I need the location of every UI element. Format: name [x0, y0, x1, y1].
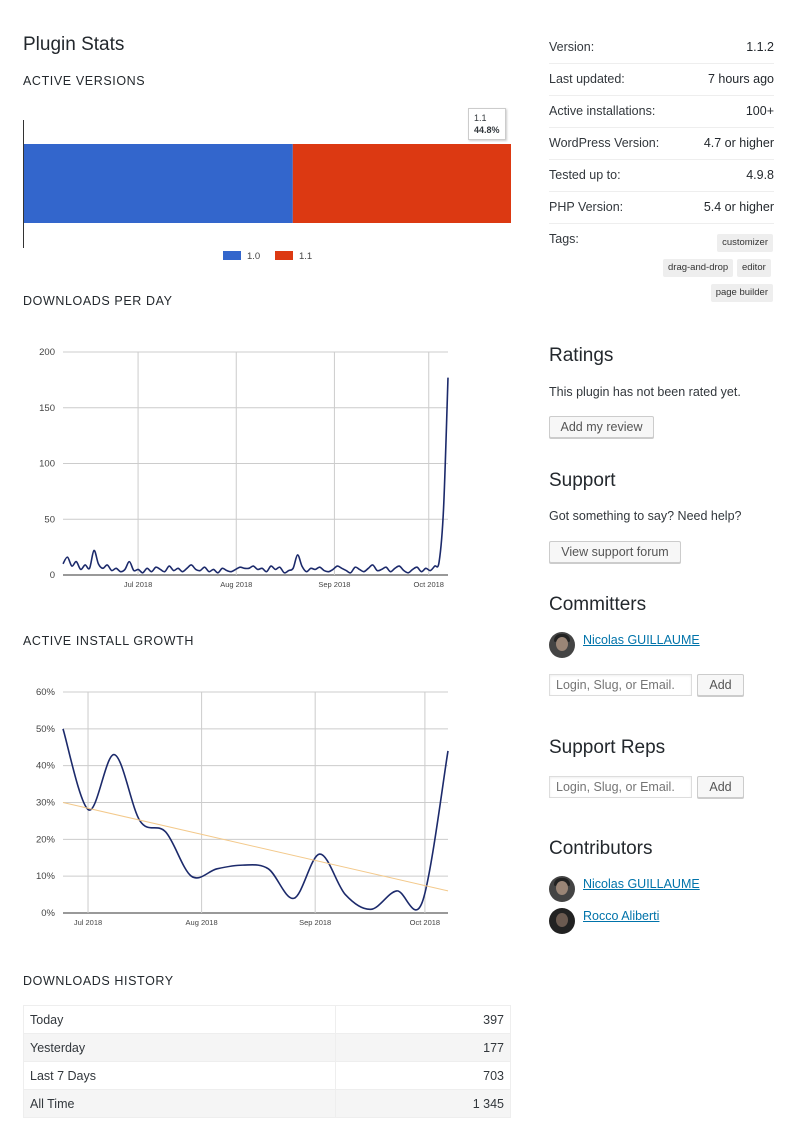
x-tick-label: Aug 2018	[186, 918, 218, 927]
table-row: Yesterday 177	[22, 1033, 511, 1062]
contributor-link[interactable]: Nicolas GUILLAUME	[583, 877, 700, 891]
y-tick-label: 0	[50, 570, 55, 581]
y-tick-label: 30%	[36, 798, 56, 809]
meta-label: Version:	[549, 40, 595, 54]
active-versions-heading: ACTIVE VERSIONS	[23, 74, 146, 88]
downloads-per-day-chart: 0 50 100 150 200 Jul 2018 Aug 2018 Sep 2018 Oct …	[39, 347, 449, 589]
y-tick-label: 0%	[41, 908, 55, 919]
y-tick-label: 20%	[36, 834, 56, 845]
meta-label: Last updated:	[549, 72, 625, 86]
y-tick-label: 50	[44, 514, 55, 525]
tags-label: Tags:	[549, 232, 579, 246]
plugin-stats-title: Plugin Stats	[23, 34, 125, 55]
meta-row-php-version: PHP Version: 5.4 or higher	[549, 191, 774, 224]
tag-link[interactable]: editor	[737, 259, 771, 277]
support-reps-title: Support Reps	[549, 737, 666, 758]
tag-link[interactable]: page builder	[710, 284, 773, 302]
avatar	[549, 632, 575, 658]
meta-value: 5.4 or higher	[703, 200, 774, 214]
add-review-button[interactable]: Add my review	[549, 416, 654, 438]
legend-label-1-0: 1.0	[247, 251, 260, 262]
meta-label: Tested up to:	[549, 168, 621, 182]
y-tick-label: 100	[39, 459, 55, 470]
row-value: 703	[335, 1061, 511, 1090]
meta-label: Active installations:	[549, 104, 656, 118]
bar-version-1-0	[24, 144, 293, 223]
contributor-link[interactable]: Rocco Aliberti	[583, 909, 660, 923]
chart-tooltip: 1.1 44.8%	[468, 108, 506, 140]
support-rep-search-input[interactable]	[549, 776, 692, 798]
support-title: Support	[549, 470, 616, 491]
avatar	[549, 876, 575, 902]
meta-row-version: Version: 1.1.2	[549, 31, 774, 64]
meta-row-active-installations: Active installations: 100+	[549, 95, 774, 128]
table-row: Last 7 Days 703	[22, 1061, 511, 1090]
add-committer-button[interactable]: Add	[697, 674, 744, 696]
contributors-title: Contributors	[549, 838, 653, 859]
table-row: Today 397	[22, 1005, 511, 1034]
series-line	[62, 377, 449, 574]
meta-row-wordpress-version: WordPress Version: 4.7 or higher	[549, 127, 774, 160]
ratings-title: Ratings	[549, 345, 614, 366]
row-value: 177	[335, 1033, 511, 1062]
legend-swatch-1-1	[275, 251, 293, 260]
meta-value: 7 hours ago	[707, 72, 774, 86]
view-support-forum-button[interactable]: View support forum	[549, 541, 681, 563]
meta-value: 100+	[745, 104, 774, 118]
tag-link[interactable]: drag-and-drop	[663, 259, 734, 277]
row-value: 397	[335, 1005, 511, 1034]
committers-title: Committers	[549, 594, 647, 615]
y-tick-label: 50%	[36, 724, 56, 735]
y-tick-label: 10%	[36, 871, 56, 882]
legend-swatch-1-0	[223, 251, 241, 260]
tag-link[interactable]: customizer	[717, 234, 773, 252]
x-tick-label: Oct 2018	[414, 580, 444, 589]
downloads-history-heading: DOWNLOADS HISTORY	[23, 974, 174, 988]
y-tick-label: 40%	[36, 761, 56, 772]
y-tick-label: 200	[39, 347, 55, 358]
add-support-rep-button[interactable]: Add	[697, 776, 744, 798]
x-tick-label: Aug 2018	[220, 580, 252, 589]
meta-value: 4.9.8	[746, 168, 774, 182]
active-versions-chart: 1.0 1.1	[23, 120, 511, 262]
meta-row-tested-up-to: Tested up to: 4.9.8	[549, 159, 774, 192]
meta-row-last-updated: Last updated: 7 hours ago	[549, 63, 774, 96]
trendline	[62, 802, 449, 892]
active-install-growth-chart: 0% 10% 20% 30% 40% 50% 60% Jul 2018 Aug 2018 Sep …	[36, 687, 449, 927]
x-tick-label: Jul 2018	[124, 580, 152, 589]
y-tick-label: 60%	[36, 687, 56, 698]
x-tick-label: Oct 2018	[410, 918, 440, 927]
row-label: Last 7 Days	[22, 1061, 337, 1090]
table-row: All Time 1 345	[22, 1089, 511, 1118]
x-tick-label: Jul 2018	[74, 918, 102, 927]
row-value: 1 345	[335, 1089, 511, 1118]
meta-value: 1.1.2	[746, 40, 774, 54]
committer-search-input[interactable]	[549, 674, 692, 696]
bar-version-1-1	[292, 144, 511, 223]
y-tick-label: 150	[39, 403, 55, 414]
series-line	[62, 728, 449, 911]
x-tick-label: Sep 2018	[299, 918, 331, 927]
meta-value: 4.7 or higher	[703, 136, 774, 150]
row-label: All Time	[22, 1089, 337, 1118]
downloads-per-day-heading: DOWNLOADS PER DAY	[23, 294, 173, 308]
ratings-text: This plugin has not been rated yet.	[549, 385, 741, 399]
support-text: Got something to say? Need help?	[549, 509, 742, 523]
tooltip-value: 44.8%	[474, 125, 500, 135]
downloads-history-table: Today 397 Yesterday 177 Last 7 Days 703 …	[22, 1005, 511, 1118]
tooltip-label: 1.1	[474, 113, 487, 123]
row-label: Yesterday	[22, 1033, 337, 1062]
active-install-growth-heading: ACTIVE INSTALL GROWTH	[23, 634, 194, 648]
row-label: Today	[22, 1005, 337, 1034]
meta-label: WordPress Version:	[549, 136, 660, 150]
committer-link[interactable]: Nicolas GUILLAUME	[583, 633, 700, 647]
meta-label: PHP Version:	[549, 200, 624, 214]
x-tick-label: Sep 2018	[318, 580, 350, 589]
avatar	[549, 908, 575, 934]
legend-label-1-1: 1.1	[299, 251, 312, 262]
